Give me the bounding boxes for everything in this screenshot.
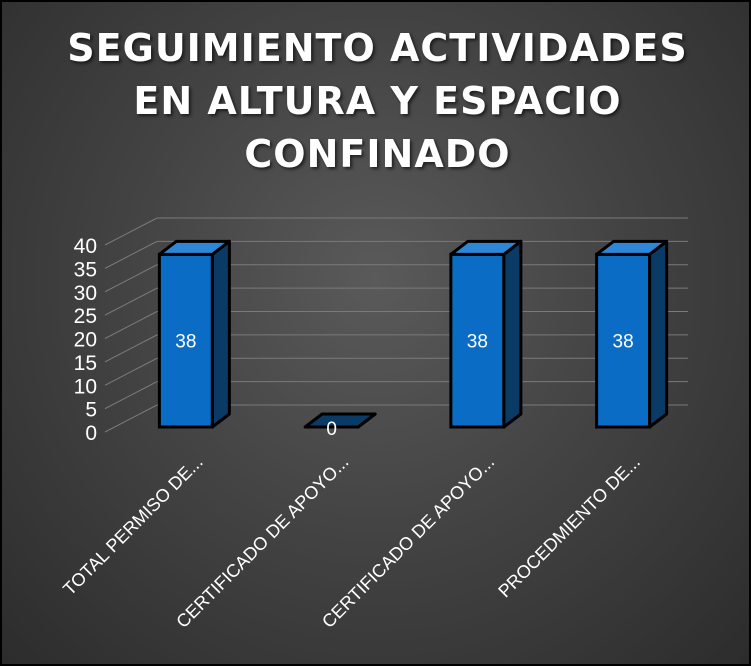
data-label: 38	[613, 332, 634, 353]
chart-title-line: CONFINADO	[244, 132, 511, 176]
chart-title: SEGUIMIENTO ACTIVIDADES EN ALTURA Y ESPA…	[2, 22, 749, 181]
y-tick-label: 40	[74, 235, 97, 258]
bars	[157, 239, 669, 429]
gridline-depth	[104, 217, 158, 246]
x-axis-categories: TOTAL PERMISO DE...CERTIFICADO DE APOYO.…	[59, 452, 644, 632]
bar-side	[502, 239, 523, 429]
gridline-depth	[104, 240, 158, 269]
bar-top	[157, 239, 231, 256]
bar-front	[595, 252, 652, 429]
category-label: CERTIFICADO DE APOYO...	[318, 452, 498, 632]
gridline-depth	[104, 404, 158, 433]
y-tick-label: 30	[74, 282, 97, 305]
y-tick-label: 20	[74, 329, 97, 352]
y-tick-label: 0	[85, 422, 97, 445]
y-tick-label: 10	[74, 375, 97, 398]
gridline-depth	[104, 287, 158, 316]
bar-top	[449, 239, 523, 256]
category-label: TOTAL PERMISO DE...	[59, 452, 207, 600]
gridline-depth	[104, 311, 158, 339]
bar-side	[210, 239, 231, 429]
category-label: CERTIFICADO DE APOYO...	[172, 452, 352, 632]
y-tick-label: 5	[85, 399, 97, 422]
data-label: 38	[467, 332, 488, 353]
gridline-depth	[104, 264, 158, 293]
bar-top	[595, 239, 669, 256]
gridline-depth	[104, 381, 158, 410]
chart-title-line: EN ALTURA Y ESPACIO	[133, 79, 622, 123]
data-label: 38	[175, 332, 196, 353]
gridline-depth	[104, 334, 158, 363]
y-tick-label: 25	[74, 305, 97, 328]
category-label: PROCEDMIENTO DE...	[494, 452, 644, 602]
gridline-depth	[104, 357, 158, 386]
data-label: 0	[326, 419, 337, 440]
y-tick-label: 35	[74, 258, 97, 281]
bar-side	[648, 239, 669, 429]
chart-title-line: SEGUIMIENTO ACTIVIDADES	[67, 26, 688, 70]
data-labels: 38 0 38 38	[175, 332, 633, 440]
y-tick-label: 15	[74, 352, 97, 375]
bar-top	[303, 412, 377, 429]
